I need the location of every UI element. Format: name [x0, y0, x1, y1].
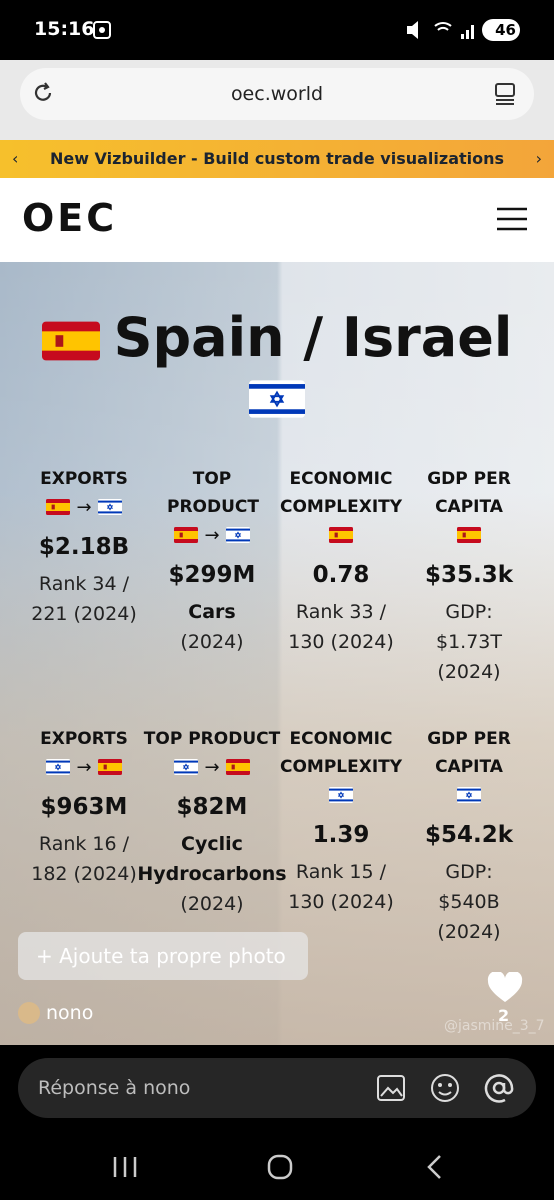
flag-spain [329, 527, 353, 543]
flow: → [148, 753, 276, 781]
address-bar[interactable]: oec.world [20, 68, 534, 120]
stat-value: 0.78 [312, 562, 370, 588]
flag-spain [42, 321, 100, 361]
browser-bar: oec.world [0, 60, 554, 140]
hero: Spain / Israel EXPORTS → $2.18B Rank 34 / 2… [0, 262, 554, 1045]
stat-label: TOP PRODUCT [167, 469, 259, 517]
arrow: → [76, 756, 92, 778]
status-bar: 15:16 46 [0, 0, 554, 60]
banner-text: New Vizbuilder - Build custom trade visu… [49, 149, 505, 168]
flag-spain [226, 759, 250, 775]
flag-israel [174, 759, 198, 775]
flag-spain [174, 527, 198, 543]
stat-value: $963M [40, 794, 128, 820]
reply-placeholder: Réponse à nono [38, 1077, 191, 1099]
stat-cell: ECONOMIC COMPLEXITY 1.39 Rank 15 / 130 (20… [277, 725, 405, 917]
stat-cell: GDP PER CAPITA $35.3k GDP: $1.73T (2024) [405, 465, 533, 687]
stat-cell: EXPORTS → $2.18B Rank 34 / 221 (2024) [20, 465, 148, 629]
stat-label: GDP PER CAPITA [427, 729, 511, 777]
flow: → [148, 521, 276, 549]
avatar [18, 1002, 40, 1024]
chevron-left: ‹ [12, 149, 19, 168]
stat-label: EXPORTS [40, 729, 128, 749]
flag-israel [98, 499, 122, 515]
stat-detail: Rank 33 / 130 (2024) [288, 601, 394, 653]
product-name: Cars [188, 601, 236, 623]
stat-label: EXPORTS [40, 469, 128, 489]
stat-detail: (2024) [180, 893, 244, 915]
stat-detail: Rank 15 / 130 (2024) [288, 861, 394, 913]
screenshot-icon [93, 21, 111, 39]
nav-recents[interactable] [112, 1155, 138, 1179]
stat-cell: ECONOMIC COMPLEXITY 0.78 Rank 33 / 130 (20… [277, 465, 405, 657]
url: oec.world [230, 83, 324, 105]
stat-label: ECONOMIC COMPLEXITY [280, 729, 403, 777]
nav-back[interactable] [424, 1154, 444, 1180]
stat-cell: TOP PRODUCT → $299M Cars (2024) [148, 465, 276, 657]
stat-detail: Rank 16 / 182 (2024) [31, 833, 137, 885]
flow [405, 781, 533, 809]
stat-value: $2.18B [38, 534, 130, 560]
chevron-right: › [535, 149, 542, 168]
product-name: Cyclic Hydrocarbons [137, 833, 287, 885]
stat-label: TOP PRODUCT [143, 729, 281, 749]
sticker-button[interactable] [430, 1073, 460, 1103]
battery: 46 [482, 19, 520, 41]
hero-title: Spain / Israel [0, 306, 554, 369]
flow [405, 521, 533, 549]
like-count: 2 [498, 1006, 510, 1025]
like-button[interactable] [487, 972, 523, 1004]
flag-israel [457, 787, 481, 803]
stat-label: GDP PER CAPITA [427, 469, 511, 517]
flag-spain [457, 527, 481, 543]
logo[interactable]: OEC [22, 196, 118, 240]
arrow: → [204, 524, 220, 546]
tabs-button[interactable] [494, 82, 516, 106]
title-text: Spain / Israel [113, 306, 513, 369]
arrow: → [204, 756, 220, 778]
flow: → [20, 753, 148, 781]
stat-value: $299M [168, 562, 256, 588]
stat-detail: GDP: $1.73T (2024) [436, 601, 502, 683]
stat-detail: Rank 34 / 221 (2024) [31, 573, 137, 625]
stat-value: $82M [176, 794, 248, 820]
flow [277, 521, 405, 549]
username: nono [46, 1002, 94, 1024]
story-user[interactable]: nono [18, 1002, 93, 1024]
gallery-button[interactable] [376, 1074, 406, 1102]
mention-button[interactable] [484, 1073, 514, 1103]
flag-israel [249, 380, 305, 418]
clock: 15:16 [34, 18, 95, 40]
reply-area: Réponse à nono [0, 1045, 554, 1200]
reply-input[interactable]: Réponse à nono [18, 1058, 536, 1118]
watermark: @jasmine_3_7 [444, 1018, 545, 1034]
flag-israel [46, 759, 70, 775]
flag-spain [98, 759, 122, 775]
stat-value: $54.2k [424, 822, 514, 848]
flag-spain [46, 499, 70, 515]
stat-value: $35.3k [424, 562, 514, 588]
stat-label: ECONOMIC COMPLEXITY [280, 469, 403, 517]
signal-icons [407, 21, 474, 39]
promo-banner[interactable]: ‹ New Vizbuilder - Build custom trade vi… [0, 140, 554, 178]
menu-button[interactable] [496, 206, 528, 232]
flow: → [20, 493, 148, 521]
arrow: → [76, 496, 92, 518]
stat-cell: EXPORTS → $963M Rank 16 / 182 (2024) [20, 725, 148, 889]
stat-detail: GDP: $540B (2024) [437, 861, 501, 943]
stat-cell: GDP PER CAPITA $54.2k GDP: $540B (2024) [405, 725, 533, 947]
stat-value: 1.39 [312, 822, 370, 848]
flow [277, 781, 405, 809]
nav-home[interactable] [266, 1153, 294, 1181]
flag-israel [329, 787, 353, 803]
flag-israel [226, 527, 250, 543]
add-photo-button[interactable]: + Ajoute ta propre photo [18, 932, 308, 980]
stat-detail: (2024) [180, 631, 244, 653]
stat-cell: TOP PRODUCT → $82M Cyclic Hydrocarbons (2024… [137, 725, 286, 919]
site-header: OEC [0, 178, 554, 262]
reload-button[interactable] [32, 82, 54, 104]
